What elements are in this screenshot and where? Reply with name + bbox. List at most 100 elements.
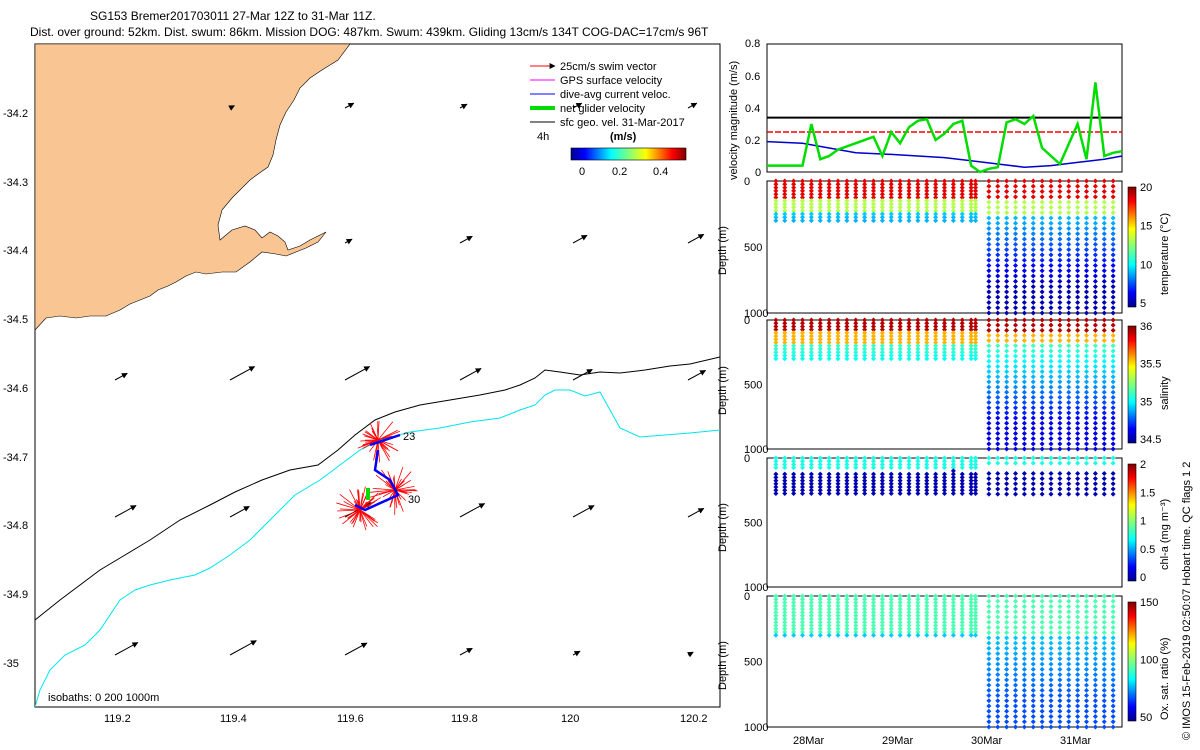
profile-point [1013, 635, 1018, 641]
profile-point [1084, 389, 1089, 395]
profile-point [1004, 268, 1010, 274]
profile-point [933, 455, 939, 461]
profile-point [1101, 322, 1107, 328]
profile-point [1066, 609, 1072, 615]
profile-point [826, 613, 832, 619]
swim-vector [359, 509, 375, 522]
profile-point [1039, 666, 1045, 672]
speed-colorbar [570, 147, 687, 161]
profile-point [1057, 724, 1063, 730]
profile-point [1048, 425, 1054, 431]
profile-point [1101, 470, 1107, 476]
profile-point [1110, 332, 1116, 338]
profile-point [773, 465, 779, 471]
profile-point [1084, 661, 1089, 667]
profile-point [1057, 645, 1063, 651]
profile-point [1092, 677, 1098, 683]
profile-point [808, 481, 814, 487]
profile-point [835, 490, 841, 496]
profile-point [871, 320, 876, 326]
profile-point [791, 461, 797, 467]
profile-point [1092, 374, 1098, 380]
profile-point [906, 218, 912, 224]
profile-point [968, 606, 974, 612]
profile-point [1101, 719, 1107, 725]
profile-point [1039, 635, 1045, 641]
profile-point [1066, 400, 1072, 406]
profile-point [1092, 460, 1098, 466]
profile-point [897, 471, 903, 477]
profile-point [1039, 693, 1045, 699]
profile-point [826, 626, 832, 632]
profile-point [817, 336, 823, 342]
profile-point [1075, 714, 1081, 720]
profile-point [924, 593, 930, 599]
geo-arrow [114, 372, 128, 381]
profile-point [773, 487, 779, 493]
geo-arrow [572, 102, 583, 109]
profile-point [986, 394, 992, 400]
profile-point [826, 484, 832, 490]
profile-point [950, 198, 956, 204]
profile-point [835, 455, 841, 461]
profile-point [986, 369, 992, 375]
profile-point [959, 198, 965, 204]
profile-point [1021, 635, 1027, 641]
profile-point [808, 490, 814, 496]
profile-point [1075, 630, 1081, 636]
profile-point [959, 178, 965, 184]
profile-point [1039, 405, 1045, 411]
profile-point [817, 609, 823, 615]
profile-point [844, 208, 850, 214]
profile-point [826, 481, 832, 487]
profile-point [906, 619, 912, 625]
profile-point [1013, 363, 1018, 369]
profile-point [1004, 353, 1010, 359]
profile-point [817, 185, 823, 191]
profile-point [1110, 310, 1116, 316]
profile-point [924, 613, 930, 619]
profile-point [1030, 714, 1036, 720]
profile-point [826, 455, 832, 461]
profile-point [826, 340, 832, 346]
profile-point [1030, 278, 1036, 284]
profile-point [835, 204, 841, 210]
profile-point [879, 616, 885, 622]
profile-point [1057, 630, 1063, 636]
profile-point [853, 188, 859, 194]
profile-point [1092, 724, 1098, 730]
profile-point [1057, 481, 1063, 487]
profile-point [1048, 289, 1054, 295]
profile-point [1084, 343, 1089, 349]
profile-point [1110, 420, 1116, 426]
profile-point [1057, 199, 1063, 205]
profile-point [1084, 394, 1089, 400]
profile-point [773, 596, 779, 602]
profile-point [1013, 640, 1018, 646]
profile-point [1066, 374, 1072, 380]
profile-point [1092, 384, 1098, 390]
profile-point [1030, 394, 1036, 400]
profile-point [1066, 724, 1072, 730]
profile-point [1021, 379, 1027, 385]
profile-point [1021, 247, 1027, 253]
profile-point [942, 606, 947, 612]
profile-point [773, 626, 779, 632]
profile-point [1039, 317, 1045, 323]
profile-point [1092, 431, 1098, 437]
profile-point [1092, 389, 1098, 395]
profile-point [1101, 327, 1107, 333]
profile-point [1021, 394, 1027, 400]
profile-point [1084, 614, 1089, 620]
profile-point [1030, 460, 1036, 466]
profile-point [1084, 436, 1089, 442]
profile-point [995, 247, 1001, 253]
profile-point [1013, 405, 1018, 411]
profile-point [862, 626, 868, 632]
profile-point [933, 632, 939, 638]
profile-point [986, 624, 992, 630]
profile-point [862, 320, 868, 326]
profile-point [1101, 204, 1107, 210]
profile-point [1013, 189, 1018, 195]
profile-point [1039, 719, 1045, 725]
